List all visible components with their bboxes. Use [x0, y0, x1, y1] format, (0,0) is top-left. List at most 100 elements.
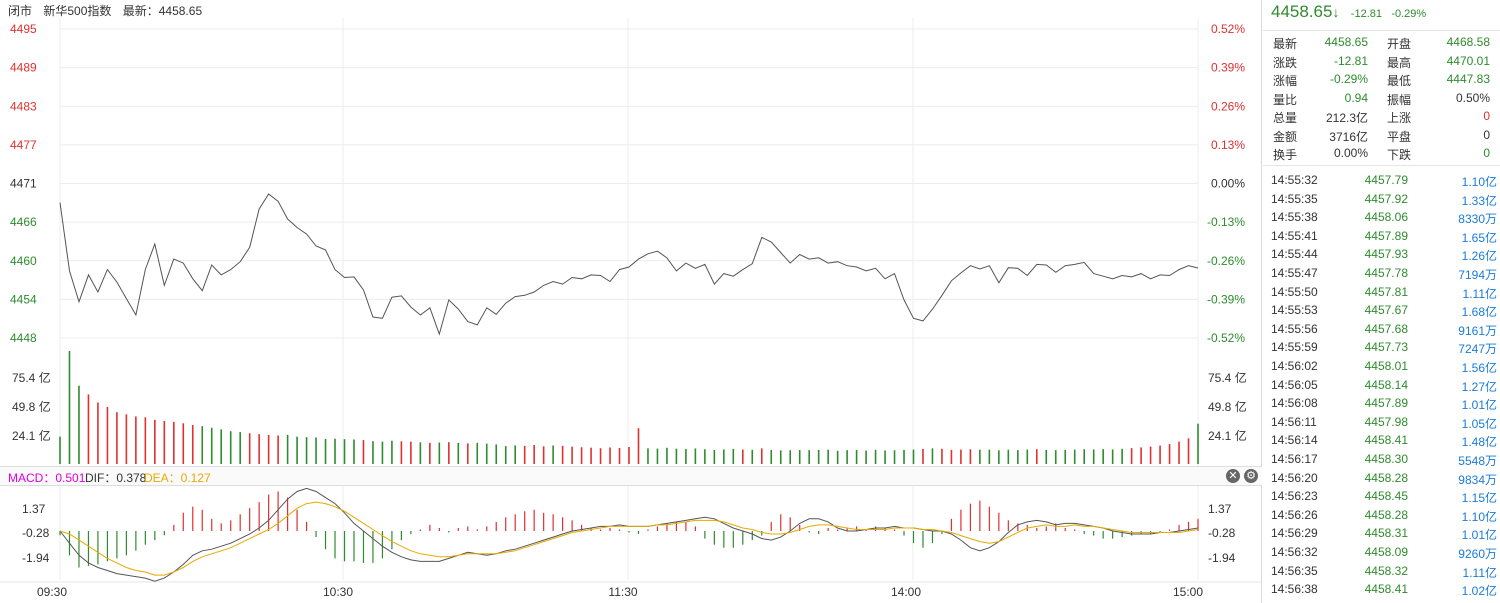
chart-svg[interactable]: 4495 0.52% 4489 0.39% 4483 0.26% 4477 0.13% 4471… — [0, 0, 1262, 603]
stats-label: 金额 — [1273, 129, 1298, 144]
stats-label: 换手 — [1273, 148, 1298, 162]
tick-price: 4458.41 — [1364, 433, 1408, 448]
tick-row[interactable]: 14:55:35 4457.92 1.33亿 — [1263, 191, 1500, 210]
stats-row: 涨幅 -0.29% 最低 4447.83 — [1263, 72, 1500, 90]
tick-time: 14:56:17 — [1271, 452, 1318, 466]
tick-row[interactable]: 14:56:17 4458.30 5548万 — [1263, 451, 1500, 470]
quote-summary: 4458.65↓ -12.81 -0.29% — [1271, 2, 1426, 26]
tick-volume: 1.65亿 — [1461, 230, 1497, 245]
tick-row[interactable]: 14:56:11 4457.98 1.05亿 — [1263, 414, 1500, 433]
tick-row[interactable]: 14:56:38 4458.41 1.02亿 — [1263, 581, 1500, 600]
tick-row[interactable]: 14:56:14 4458.41 1.48亿 — [1263, 432, 1500, 451]
stats-value: 0 — [1483, 127, 1490, 142]
quote-price: 4458.65 — [1271, 2, 1333, 21]
tick-price: 4458.32 — [1364, 563, 1408, 578]
tick-row[interactable]: 14:56:26 4458.28 1.10亿 — [1263, 507, 1500, 526]
price-y-tick: 4489 — [10, 61, 37, 75]
tick-price: 4458.30 — [1364, 452, 1408, 466]
tick-row[interactable]: 14:56:29 4458.31 1.01亿 — [1263, 525, 1500, 544]
stats-label: 涨跌 — [1273, 55, 1298, 70]
pct-y-tick: 0.39% — [1211, 61, 1245, 75]
volume-y-tick-right: 24.1 亿 — [1208, 428, 1247, 443]
tick-time: 14:56:32 — [1271, 545, 1318, 559]
stats-value: -12.81 — [1333, 53, 1368, 68]
stats-value: 4468.58 — [1446, 35, 1490, 49]
tick-price: 4457.81 — [1364, 284, 1408, 299]
stats-label: 涨幅 — [1273, 74, 1298, 88]
tick-time: 14:55:41 — [1271, 228, 1318, 243]
x-axis-tick: 10:30 — [323, 585, 353, 599]
pct-y-tick: 0.13% — [1211, 138, 1245, 152]
tick-volume: 1.26亿 — [1461, 249, 1497, 264]
tick-price: 4457.98 — [1364, 414, 1408, 429]
tick-time: 14:55:35 — [1271, 191, 1318, 206]
tick-row[interactable]: 14:55:50 4457.81 1.11亿 — [1263, 284, 1500, 303]
pct-y-tick: -0.52% — [1207, 331, 1245, 345]
quote-panel: 4458.65↓ -12.81 -0.29% 最新 4458.65 开盘 4468.5… — [1263, 0, 1500, 603]
stats-label: 上涨 — [1387, 111, 1412, 125]
chart-area[interactable]: 闭市 新华500指数 最新：4458.65 4495 0.52% 4489 0.39%… — [0, 0, 1262, 603]
tick-time: 14:56:11 — [1271, 414, 1317, 429]
market-status: 闭市 — [8, 4, 33, 18]
tick-row[interactable]: 14:55:53 4457.67 1.68亿 — [1263, 302, 1500, 321]
close-icon[interactable]: ✕ — [1226, 469, 1240, 483]
stats-value: 0.50% — [1455, 90, 1490, 105]
macd-y-tick: 1.37 — [22, 502, 46, 516]
tick-price: 4457.78 — [1364, 266, 1408, 280]
tick-row[interactable]: 14:56:35 4458.32 1.11亿 — [1263, 563, 1500, 582]
tick-row[interactable]: 14:55:38 4458.06 8330万 — [1263, 209, 1500, 228]
tick-price: 4458.31 — [1364, 526, 1408, 541]
tick-row[interactable]: 14:56:05 4458.14 1.27亿 — [1263, 377, 1500, 396]
x-axis-tick: 14:00 — [891, 585, 921, 599]
tick-row[interactable]: 14:55:59 4457.73 7247万 — [1263, 339, 1500, 358]
tick-time: 14:55:44 — [1271, 247, 1318, 262]
price-y-tick: 4471 — [10, 177, 37, 191]
gear-icon[interactable]: ⚙ — [1244, 469, 1258, 483]
stats-row: 量比 0.94 振幅 0.50% — [1263, 91, 1500, 109]
tick-row[interactable]: 14:56:23 4458.45 1.15亿 — [1263, 488, 1500, 507]
tick-price: 4457.89 — [1364, 228, 1408, 243]
volume-y-tick: 24.1 亿 — [12, 428, 51, 443]
tick-volume: 9260万 — [1458, 547, 1497, 561]
price-y-tick: 4483 — [10, 99, 37, 113]
stats-label: 下跌 — [1387, 148, 1412, 162]
tick-row[interactable]: 14:56:02 4458.01 1.56亿 — [1263, 358, 1500, 377]
stats-row: 最新 4458.65 开盘 4468.58 — [1263, 35, 1500, 53]
latest-price-label: 最新：4458.65 — [122, 4, 203, 18]
tick-volume: 9161万 — [1458, 323, 1497, 338]
tick-volume: 1.11亿 — [1462, 286, 1497, 301]
pct-y-tick: -0.13% — [1207, 215, 1245, 229]
price-y-tick: 4495 — [10, 22, 37, 36]
tick-volume: 7247万 — [1458, 342, 1497, 357]
macd-y-tick-right: 1.37 — [1208, 502, 1232, 516]
tick-price: 4458.45 — [1364, 489, 1408, 504]
stats-value: -0.29% — [1329, 72, 1368, 86]
price-y-tick: 4460 — [10, 254, 37, 268]
macd-y-tick: -0.28 — [22, 526, 50, 540]
stats-table: 最新 4458.65 开盘 4468.58 涨跌 -12.81 最高 4470.01 涨幅 -0.… — [1263, 30, 1500, 166]
stats-row: 换手 0.00% 下跌 0 — [1263, 146, 1500, 164]
tick-row[interactable]: 14:56:20 4458.28 9834万 — [1263, 470, 1500, 489]
tick-row[interactable]: 14:55:44 4457.93 1.26亿 — [1263, 246, 1500, 265]
stats-row: 金额 3716亿 平盘 0 — [1263, 128, 1500, 146]
dea-line — [59, 501, 1199, 576]
tick-volume: 1.56亿 — [1461, 361, 1497, 375]
pct-y-tick: -0.26% — [1207, 254, 1245, 268]
tick-time: 14:56:05 — [1271, 377, 1318, 392]
tick-row[interactable]: 14:56:32 4458.09 9260万 — [1263, 544, 1500, 563]
volume-y-tick: 75.4 亿 — [12, 370, 51, 385]
stats-value: 4447.83 — [1446, 72, 1490, 86]
tick-row[interactable]: 14:55:47 4457.78 7194万 — [1263, 265, 1500, 284]
tick-price: 4458.01 — [1364, 359, 1408, 373]
tick-volume: 1.01亿 — [1461, 398, 1497, 413]
stats-value: 0.94 — [1344, 90, 1368, 105]
stats-value: 212.3亿 — [1325, 111, 1368, 125]
tick-row[interactable]: 14:56:08 4457.89 1.01亿 — [1263, 395, 1500, 414]
tick-time: 14:55:50 — [1271, 284, 1318, 299]
tick-row[interactable]: 14:55:32 4457.79 1.10亿 — [1263, 172, 1500, 191]
tick-row[interactable]: 14:55:56 4457.68 9161万 — [1263, 321, 1500, 340]
quote-pct: -0.29% — [1391, 8, 1427, 20]
tick-time: 14:56:14 — [1271, 433, 1318, 448]
tick-row[interactable]: 14:55:41 4457.89 1.65亿 — [1263, 228, 1500, 247]
stats-row: 涨跌 -12.81 最高 4470.01 — [1263, 54, 1500, 72]
